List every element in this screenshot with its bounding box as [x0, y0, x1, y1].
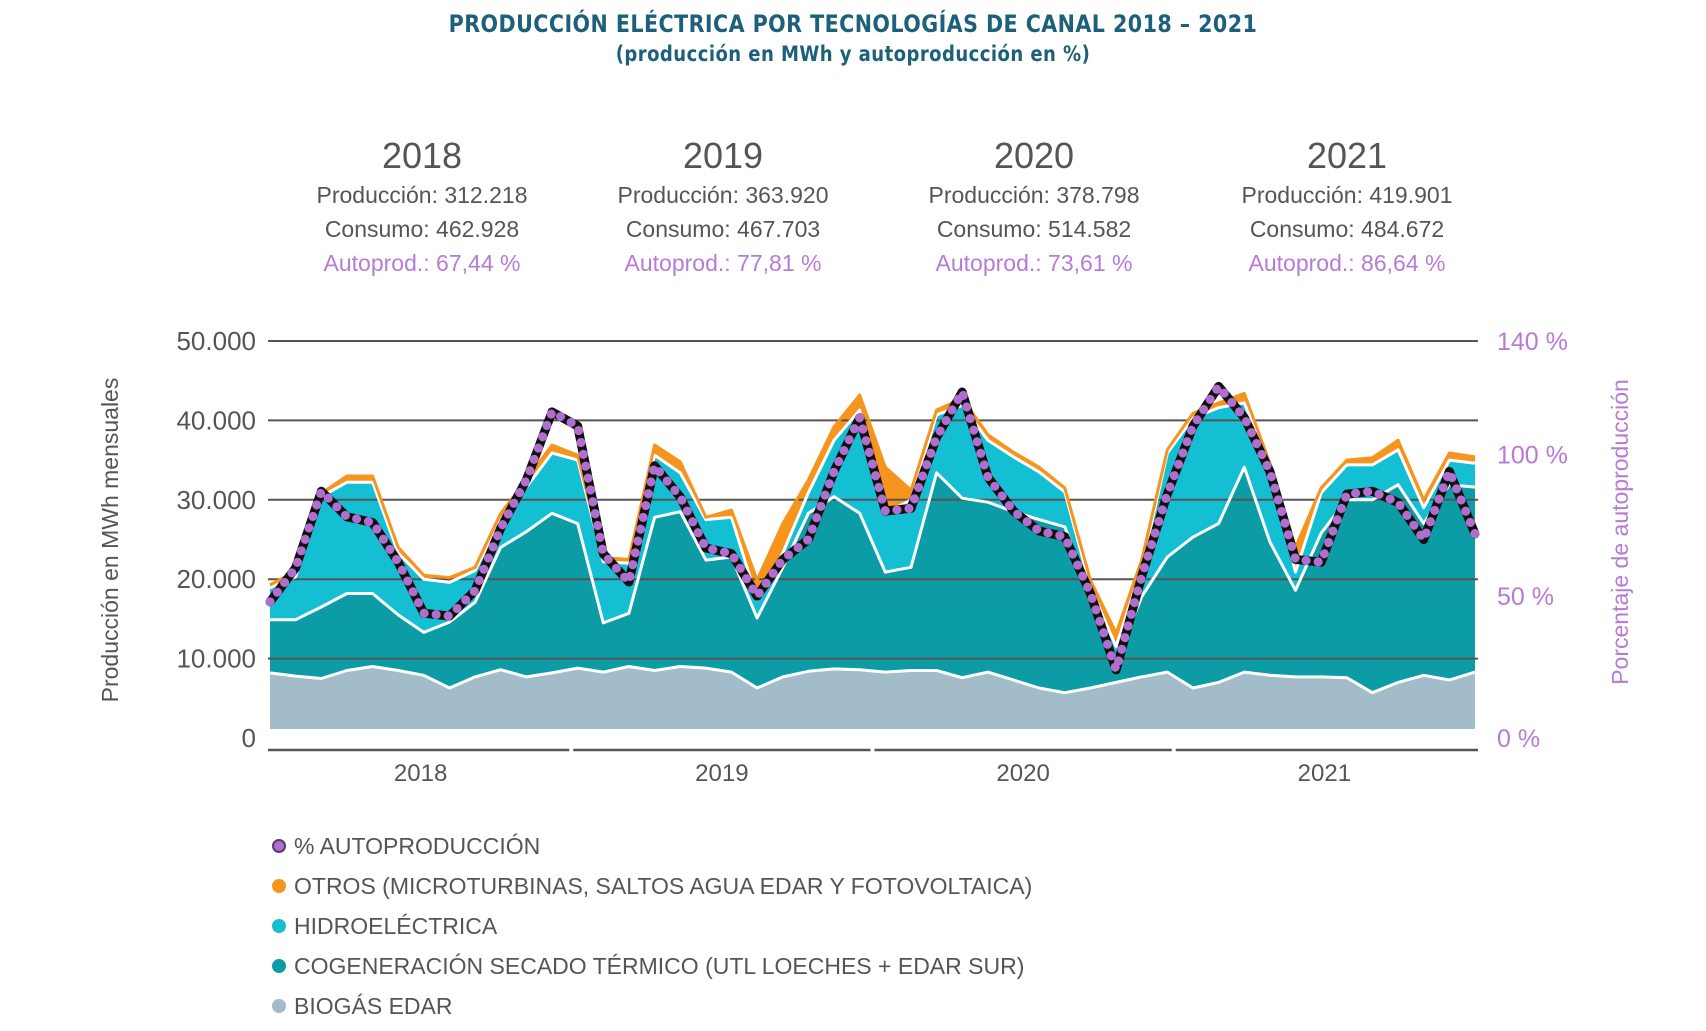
legend-label: OTROS (MICROTURBINAS, SALTOS AGUA EDAR Y… [294, 872, 1033, 899]
x-tick-label: 2019 [695, 760, 748, 787]
year-summary-produccion: Producción: 363.920 [617, 182, 829, 208]
series-lines [265, 381, 1480, 695]
legend-marker [272, 959, 286, 973]
y-tick-label: 50.000 [176, 326, 256, 356]
chart-title: PRODUCCIÓN ELÉCTRICA POR TECNOLOGÍAS DE … [448, 10, 1258, 38]
area-biogas [270, 666, 1475, 729]
legend-marker [272, 879, 286, 893]
legend-label: COGENERACIÓN SECADO TÉRMICO (UTL LOECHES… [294, 952, 1025, 979]
year-summary-consumo: Consumo: 484.672 [1249, 216, 1445, 242]
legend-label: HIDROELÉCTRICA [294, 912, 498, 939]
chart-subtitle: (producción en MWh y autoproducción en %… [615, 42, 1091, 66]
boundary-cogeneracion [270, 465, 1476, 662]
legend-item-hidroelectrica: HIDROELÉCTRICA [272, 906, 1032, 946]
legend-marker [272, 999, 286, 1013]
area-cogeneracion [270, 467, 1475, 729]
legend-marker [272, 919, 286, 933]
legend-item-otros: OTROS (MICROTURBINAS, SALTOS AGUA EDAR Y… [272, 866, 1032, 906]
boundary-biogas [269, 665, 1476, 695]
line-autoproduccion-dots [265, 381, 1480, 675]
legend-item-cogeneracion: COGENERACIÓN SECADO TÉRMICO (UTL LOECHES… [272, 946, 1032, 986]
x-tick-label: 2018 [394, 760, 447, 787]
year-summary-consumo: Consumo: 462.928 [324, 216, 520, 242]
legend-item-biogas: BIOGÁS EDAR [272, 986, 1032, 1026]
y-axis-right: 0 % 50 % 100 % 140 % [1497, 328, 1568, 753]
x-tick-label: 2020 [996, 760, 1049, 787]
y-right-tick-label: 100 % [1497, 441, 1568, 469]
legend-marker [272, 839, 286, 853]
year-summary-autoprod: Autoprod.: 77,81 % [624, 250, 822, 276]
year-summary-autoprod: Autoprod.: 67,44 % [323, 250, 521, 276]
legend-item-autoproduccion: % AUTOPRODUCCIÓN [272, 826, 1032, 866]
year-summary-produccion: Producción: 419.901 [1241, 182, 1453, 208]
y-axis-title-left: Producción en MWh mensuales [97, 378, 123, 703]
year-summary-2020: 2020 Producción: 378.798 Consumo: 514.58… [884, 134, 1184, 280]
x-tick-label: 2021 [1298, 760, 1351, 787]
year-summary-year: 2020 [993, 135, 1075, 176]
y-tick-label: 0 [242, 723, 256, 753]
y-axis-left: 0 10.000 20.000 30.000 40.000 50.000 [176, 326, 256, 753]
year-summary-2018: 2018 Producción: 312.218 Consumo: 462.92… [272, 134, 572, 280]
y-axis-title-right: Porcentaje de autoproducción [1607, 379, 1633, 685]
y-tick-label: 40.000 [176, 405, 256, 435]
legend-label: BIOGÁS EDAR [294, 992, 453, 1019]
y-tick-label: 30.000 [176, 485, 256, 515]
year-summary-produccion: Producción: 312.218 [316, 182, 528, 208]
year-summary-2019: 2019 Producción: 363.920 Consumo: 467.70… [573, 134, 873, 280]
year-summary-year: 2019 [682, 135, 764, 176]
y-tick-label: 20.000 [176, 564, 256, 594]
y-right-tick-label: 50 % [1497, 583, 1554, 611]
year-summary-year: 2018 [381, 135, 463, 176]
legend-label: % AUTOPRODUCCIÓN [294, 832, 541, 859]
year-summary-year: 2021 [1306, 135, 1388, 176]
legend: % AUTOPRODUCCIÓN OTROS (MICROTURBINAS, S… [272, 826, 1032, 1026]
year-summary-2021: 2021 Producción: 419.901 Consumo: 484.67… [1197, 134, 1497, 280]
year-summary-produccion: Producción: 378.798 [928, 182, 1140, 208]
y-right-tick-label: 0 % [1497, 725, 1540, 753]
y-right-tick-label: 140 % [1497, 328, 1568, 356]
year-summary-autoprod: Autoprod.: 73,61 % [935, 250, 1133, 276]
year-summary-consumo: Consumo: 467.703 [625, 216, 821, 242]
y-tick-label: 10.000 [176, 644, 256, 674]
x-axis: 2018 2019 2020 2021 [268, 748, 1478, 787]
year-summary-autoprod: Autoprod.: 86,64 % [1248, 250, 1446, 276]
year-summary-consumo: Consumo: 514.582 [936, 216, 1132, 242]
